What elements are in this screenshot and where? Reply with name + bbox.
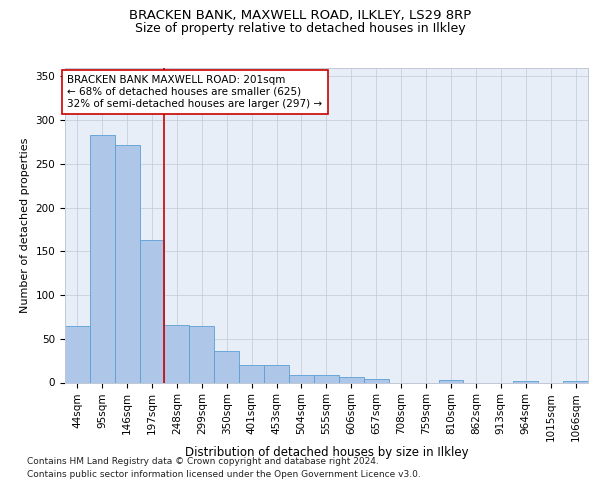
Text: Contains HM Land Registry data © Crown copyright and database right 2024.: Contains HM Land Registry data © Crown c… — [27, 458, 379, 466]
Bar — [563, 381, 588, 382]
Bar — [289, 374, 314, 382]
Bar — [214, 351, 239, 382]
Bar — [513, 381, 538, 382]
Bar — [439, 380, 463, 382]
Bar — [65, 326, 90, 382]
Text: Contains public sector information licensed under the Open Government Licence v3: Contains public sector information licen… — [27, 470, 421, 479]
Bar — [239, 365, 264, 382]
Bar — [190, 326, 214, 382]
Bar — [140, 240, 164, 382]
Y-axis label: Number of detached properties: Number of detached properties — [20, 138, 30, 312]
Text: BRACKEN BANK MAXWELL ROAD: 201sqm
← 68% of detached houses are smaller (625)
32%: BRACKEN BANK MAXWELL ROAD: 201sqm ← 68% … — [67, 76, 323, 108]
Bar — [314, 374, 339, 382]
Bar — [364, 379, 389, 382]
Text: BRACKEN BANK, MAXWELL ROAD, ILKLEY, LS29 8RP: BRACKEN BANK, MAXWELL ROAD, ILKLEY, LS29… — [129, 9, 471, 22]
Bar — [264, 365, 289, 382]
Text: Size of property relative to detached houses in Ilkley: Size of property relative to detached ho… — [134, 22, 466, 35]
X-axis label: Distribution of detached houses by size in Ilkley: Distribution of detached houses by size … — [185, 446, 468, 460]
Bar — [339, 377, 364, 382]
Bar — [90, 135, 115, 382]
Bar — [115, 146, 140, 382]
Bar — [164, 325, 190, 382]
